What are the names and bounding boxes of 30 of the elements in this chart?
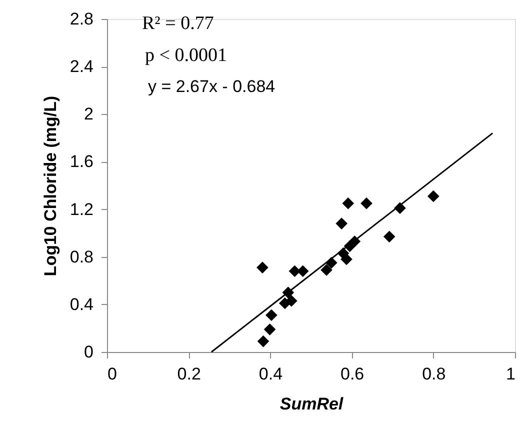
- x-tick-label: 0: [108, 364, 117, 384]
- x-tick-label: 0.4: [258, 364, 283, 384]
- x-tick-label: 1: [506, 364, 516, 384]
- y-tick-label: 1.6: [70, 152, 94, 172]
- point: [286, 294, 298, 307]
- y-tick-label: 0.4: [70, 294, 94, 314]
- y-tick-label: 2.8: [70, 10, 94, 28]
- x-tick-label: 0.8: [422, 364, 446, 384]
- point: [266, 309, 278, 322]
- y-tick-label: 1.2: [70, 200, 94, 219]
- y-tick-label: 0.8: [70, 247, 94, 266]
- annotation: y = 2.67x - 0.684: [148, 77, 276, 96]
- x-axis-title: SumRel: [280, 394, 344, 414]
- point: [383, 230, 396, 243]
- point: [360, 197, 372, 210]
- point: [256, 262, 268, 274]
- point: [336, 218, 348, 230]
- point: [264, 323, 276, 336]
- x-tick-label: 0.2: [177, 364, 201, 384]
- point: [427, 190, 440, 202]
- y-axis-title: Log10 Chloride (mg/L): [40, 96, 60, 276]
- y-tick-label: 2.4: [70, 57, 94, 76]
- point: [257, 335, 270, 348]
- point: [320, 264, 332, 276]
- annotation: R² = 0.77: [142, 13, 214, 34]
- x-tick-label: 0.6: [340, 364, 364, 384]
- y-tick-label: 2: [84, 104, 94, 124]
- y-tick-label: 0: [84, 342, 94, 362]
- point: [342, 197, 354, 210]
- annotation: p < 0.0001: [145, 45, 227, 66]
